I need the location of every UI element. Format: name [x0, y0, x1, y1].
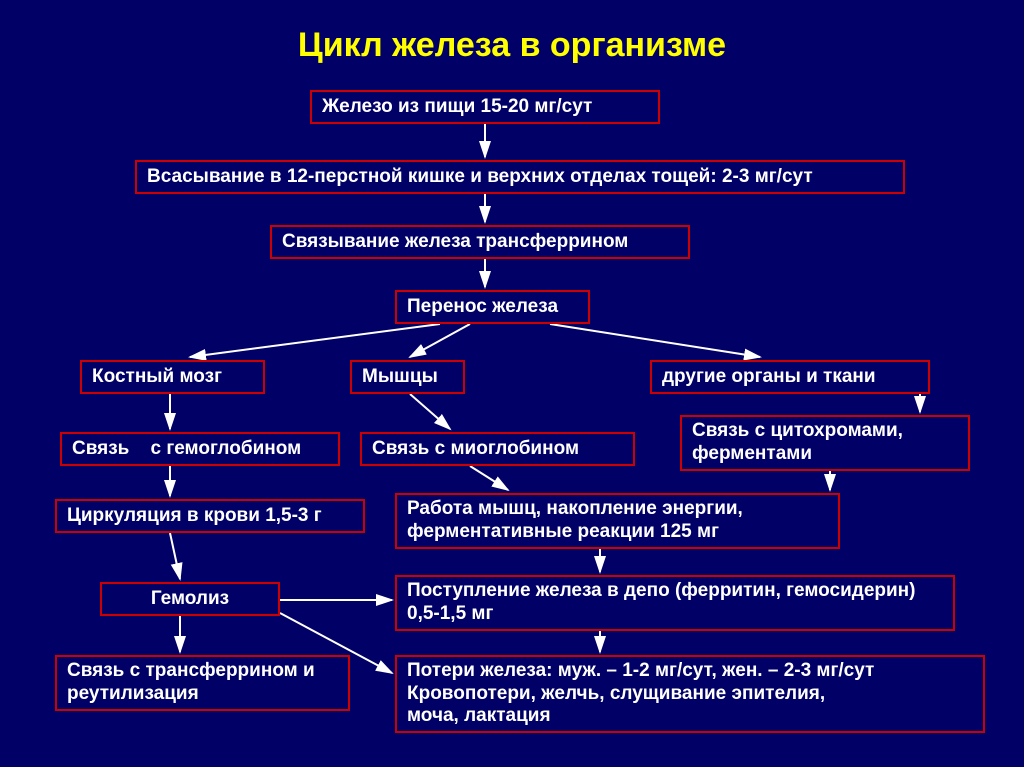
- node-n11: Циркуляция в крови 1,5-3 г: [55, 499, 365, 533]
- node-n16: Потери железа: муж. – 1-2 мг/сут, жен. –…: [395, 655, 985, 733]
- edge-n4-n6: [410, 324, 470, 357]
- edge-n6-n9: [410, 394, 450, 429]
- node-n10: Связь с цитохромами, ферментами: [680, 415, 970, 471]
- edge-n4-n5: [190, 324, 440, 357]
- node-n15: Связь с трансферрином и реутилизация: [55, 655, 350, 711]
- node-n5: Костный мозг: [80, 360, 265, 394]
- node-n1: Железо из пищи 15-20 мг/сут: [310, 90, 660, 124]
- node-n9: Связь с миоглобином: [360, 432, 635, 466]
- node-n2: Всасывание в 12-перстной кишке и верхних…: [135, 160, 905, 194]
- node-n3: Связывание железа трансферрином: [270, 225, 690, 259]
- edge-n4-n7: [550, 324, 760, 357]
- node-n4: Перенос железа: [395, 290, 590, 324]
- node-n7: другие органы и ткани: [650, 360, 930, 394]
- flowchart-canvas: Цикл железа в организме Железо из пищи 1…: [0, 0, 1024, 767]
- edge-n11-n13: [170, 533, 180, 579]
- node-n14: Поступление железа в депо (ферритин, гем…: [395, 575, 955, 631]
- node-n12: Работа мышц, накопление энергии, фермент…: [395, 493, 840, 549]
- diagram-title: Цикл железа в организме: [298, 26, 726, 65]
- node-n8: Связь с гемоглобином: [60, 432, 340, 466]
- node-n13: Гемолиз: [100, 582, 280, 616]
- edge-n9-n12: [470, 466, 508, 490]
- node-n6: Мышцы: [350, 360, 465, 394]
